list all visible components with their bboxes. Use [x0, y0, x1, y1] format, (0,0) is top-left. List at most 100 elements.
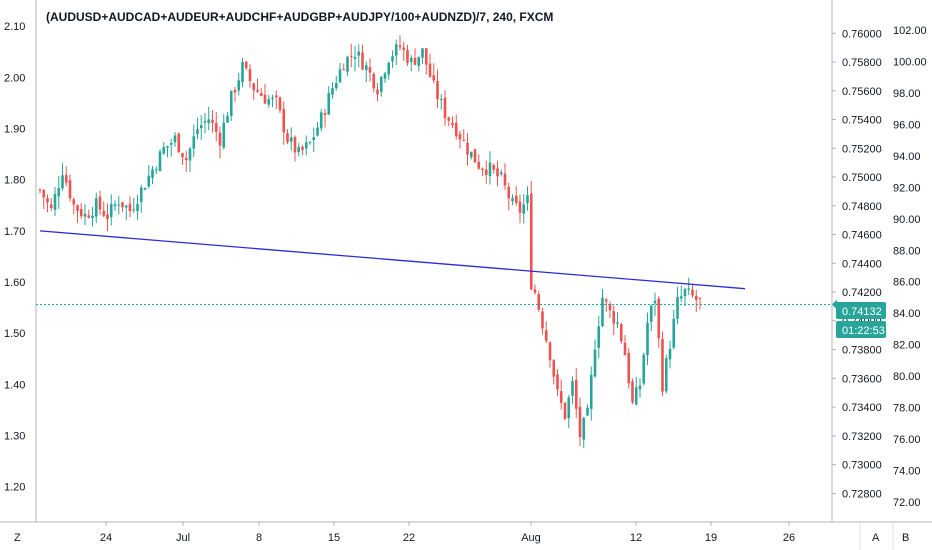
time-tick-label: Jul — [176, 532, 190, 544]
candle-body — [139, 187, 143, 203]
auto-scale-button-z[interactable]: Z — [14, 532, 21, 544]
right-tick-label: 0.75600 — [842, 86, 882, 98]
candle-body — [61, 175, 64, 189]
candle-body — [158, 151, 162, 172]
candle-body — [289, 137, 293, 142]
candle-body — [447, 117, 451, 121]
candle-body — [672, 318, 676, 348]
candle-body — [627, 352, 631, 384]
time-tick-label: 19 — [705, 532, 717, 544]
candle-body — [604, 299, 608, 302]
left-tick-label: 1.60 — [4, 277, 25, 289]
candle-body — [499, 172, 503, 175]
candle-body — [586, 407, 589, 416]
candle-body — [676, 297, 679, 319]
right-tick-label: 0.74400 — [842, 258, 882, 270]
candle-body — [121, 202, 124, 208]
index-tick-label: 82.00 — [893, 340, 921, 352]
candle-body — [529, 193, 533, 290]
candle-body — [383, 73, 387, 79]
candle-body — [661, 338, 664, 392]
candle-body — [526, 195, 529, 204]
candle-body — [53, 194, 57, 210]
candle-body — [173, 135, 177, 143]
candle-body — [226, 116, 229, 123]
candle-body — [211, 119, 214, 123]
candle-body — [473, 149, 477, 163]
candle-body — [511, 198, 514, 202]
index-tick-label: 78.00 — [893, 403, 921, 415]
candle-body — [304, 142, 308, 149]
trend-line[interactable] — [39, 230, 746, 290]
candle-body — [387, 62, 391, 75]
candle-body — [634, 387, 638, 405]
candle-body — [443, 97, 447, 119]
candle-body — [83, 213, 87, 217]
candle-body — [113, 204, 117, 207]
left-tick-label: 1.30 — [4, 430, 25, 442]
index-tick-label: 74.00 — [893, 466, 921, 478]
index-tick-label: 102.00 — [893, 25, 927, 37]
candle-body — [683, 289, 687, 297]
last-price-value: 0.74132 — [842, 306, 882, 318]
right-tick-label: 0.75200 — [842, 143, 882, 155]
candle-body — [537, 294, 541, 310]
candle-body — [657, 298, 661, 339]
candle-body — [567, 397, 571, 419]
candle-body — [608, 304, 612, 311]
candle-body — [132, 209, 136, 211]
candle-body — [301, 146, 304, 150]
candle-body — [514, 195, 518, 203]
candle-body — [379, 76, 383, 93]
time-tick-label: 22 — [403, 532, 415, 544]
log-scale-button-b[interactable]: B — [902, 532, 909, 544]
candle-body — [439, 99, 443, 101]
candle-body — [282, 109, 286, 133]
candle-body — [263, 94, 267, 104]
candle-body — [79, 209, 83, 217]
candle-body — [649, 305, 653, 322]
last-price-badge-arrow — [832, 299, 837, 310]
candle-body — [616, 322, 619, 324]
candle-body — [237, 80, 241, 91]
candle-body — [451, 122, 454, 126]
candle-body — [559, 391, 563, 403]
left-tick-label: 2.00 — [4, 72, 25, 84]
candle-body — [338, 69, 342, 83]
index-tick-label: 98.00 — [893, 88, 921, 100]
index-tick-label: 80.00 — [893, 371, 921, 383]
last-price-badge-box — [836, 302, 886, 319]
candle-body — [319, 112, 323, 129]
candle-body — [462, 139, 466, 141]
candle-body — [334, 83, 338, 89]
candle-body — [177, 133, 181, 153]
candle-body — [241, 62, 244, 83]
time-tick-label: 24 — [100, 532, 112, 544]
time-tick-label: 12 — [630, 532, 642, 544]
index-tick-label: 92.00 — [893, 182, 921, 194]
candle-body — [128, 203, 132, 212]
index-tick-label: 90.00 — [893, 214, 921, 226]
left-tick-label: 1.70 — [4, 226, 25, 238]
candle-body — [166, 145, 169, 148]
candle-body — [181, 153, 184, 158]
candle-body — [679, 296, 683, 299]
candle-body — [466, 142, 469, 155]
plot-area[interactable] — [36, 0, 832, 522]
candle-body — [477, 162, 481, 169]
candle-body — [458, 133, 462, 140]
candle-body — [406, 50, 409, 63]
candle-body — [638, 385, 642, 390]
candle-body — [694, 295, 698, 301]
candle-body — [691, 289, 694, 296]
candle-body — [454, 122, 458, 137]
candle-body — [402, 47, 406, 51]
right-tick-label: 0.75400 — [842, 115, 882, 127]
auto-scale-button-a[interactable]: A — [872, 532, 880, 544]
candle-body — [252, 83, 256, 91]
right-tick-label: 0.73600 — [842, 373, 882, 385]
candle-body — [143, 188, 147, 190]
right-tick-label: 0.74800 — [842, 201, 882, 213]
candle-body — [357, 51, 361, 56]
